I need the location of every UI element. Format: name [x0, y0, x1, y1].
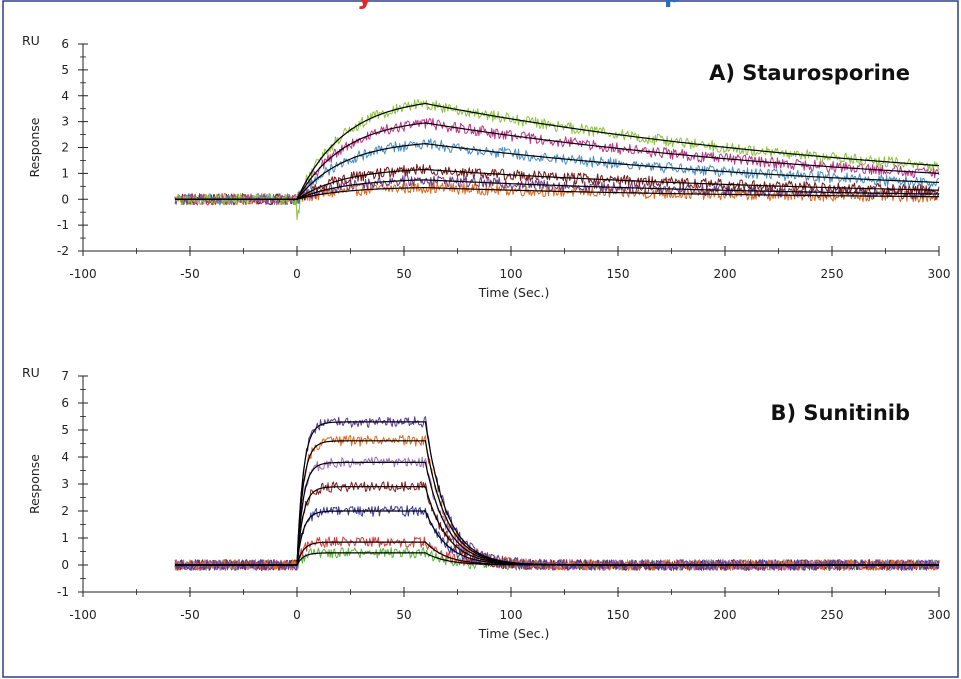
y-tick-label: -1	[57, 218, 69, 232]
fit-curve-line	[175, 440, 939, 566]
y-tick-label: -2	[57, 244, 69, 258]
x-tick-label: 250	[821, 267, 844, 281]
fit-curve-line	[175, 179, 940, 200]
x-tick-label: 250	[821, 608, 844, 622]
x-tick-label: 0	[293, 608, 301, 622]
x-tick-label: 150	[607, 267, 630, 281]
fit-curve-line	[175, 552, 939, 566]
panel-title: B) Sunitinib	[770, 401, 910, 425]
fit-curve-line	[175, 122, 940, 200]
y-tick-label: 5	[61, 63, 69, 77]
x-tick-label: 150	[607, 608, 630, 622]
x-tick-label: 100	[500, 608, 523, 622]
y-axis-label: Response	[27, 454, 42, 514]
x-tick-label: -50	[180, 608, 200, 622]
x-tick-label: 300	[928, 608, 951, 622]
y-tick-label: 5	[61, 423, 69, 437]
data-series-line	[174, 416, 940, 571]
chart-panel-sunitinib: -1 0 1 2 3 4 5 6 7 -100 -50 0 50 100 150 200 250 300 RU Res…	[22, 365, 950, 641]
y-tick-label: 1	[61, 166, 69, 180]
fit-curve-line	[175, 142, 940, 200]
data-series-line	[174, 182, 940, 206]
y-tick-label: 3	[61, 477, 69, 491]
x-tick-label: 200	[714, 267, 737, 281]
y-tick-label: 0	[61, 192, 69, 206]
x-tick-label: 0	[293, 267, 301, 281]
y-tick-label: 4	[61, 450, 69, 464]
chart-panel-staurosporine: -2 -1 0 1 2 3 4 5 6 -100 -50 0 50 100 150 200 250 300 RU Re…	[22, 33, 950, 300]
panel-title: A) Staurosporine	[709, 61, 910, 85]
x-axis-label: Time (Sec.)	[478, 626, 550, 641]
y-tick-label: 2	[61, 504, 69, 518]
fit-curve-line	[175, 168, 940, 200]
header-partial-left: y	[357, 0, 373, 10]
y-unit-label: RU	[22, 33, 40, 48]
x-tick-label: 200	[714, 608, 737, 622]
x-tick-label: -100	[69, 608, 96, 622]
x-tick-label: 50	[396, 267, 411, 281]
header-partial-right: p	[664, 0, 681, 8]
y-tick-label: 6	[61, 396, 69, 410]
fit-curve-line	[175, 486, 939, 566]
y-tick-label: 1	[61, 531, 69, 545]
x-tick-label: -100	[69, 267, 96, 281]
x-tick-label: 300	[928, 267, 951, 281]
y-tick-label: 6	[61, 37, 69, 51]
y-tick-label: 7	[61, 369, 69, 383]
y-unit-label: RU	[22, 365, 40, 380]
y-tick-label: 2	[61, 141, 69, 155]
fit-curve-line	[175, 187, 940, 200]
data-series-line	[174, 435, 940, 571]
data-series-line	[174, 481, 940, 571]
data-series-line	[174, 98, 940, 221]
x-tick-label: 50	[396, 608, 411, 622]
fit-curve-line	[175, 421, 939, 566]
y-tick-label: 3	[61, 115, 69, 129]
y-tick-label: 0	[61, 558, 69, 572]
fit-curve-line	[175, 510, 939, 566]
x-tick-label: -50	[180, 267, 200, 281]
x-axis-label: Time (Sec.)	[478, 285, 550, 300]
y-tick-label: 4	[61, 89, 69, 103]
fit-curve-line	[175, 461, 939, 566]
x-tick-label: 100	[500, 267, 523, 281]
data-series-line	[174, 456, 940, 571]
y-axis-label: Response	[27, 117, 42, 177]
fit-curve-line	[175, 102, 940, 200]
y-tick-label: -1	[57, 585, 69, 599]
